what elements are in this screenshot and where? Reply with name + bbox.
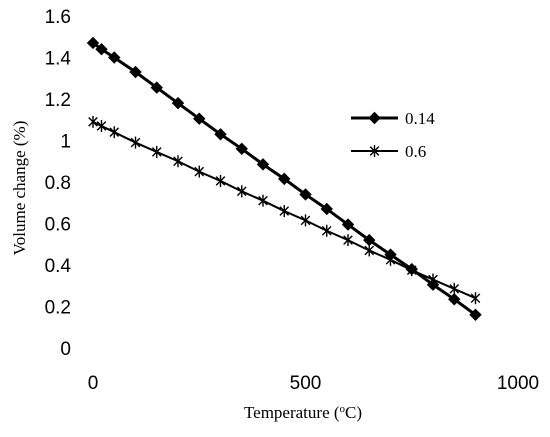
data-point — [129, 65, 142, 79]
data-point — [193, 112, 206, 125]
data-point — [258, 194, 268, 207]
data-point — [470, 292, 481, 305]
y-axis-title: Volume change (%) — [10, 121, 29, 256]
data-point — [150, 81, 163, 94]
series-layer — [86, 36, 482, 322]
legend-label: 0.14 — [405, 109, 435, 128]
data-point — [428, 273, 438, 286]
data-point — [214, 128, 227, 141]
data-point — [236, 185, 247, 198]
x-axis-title: Temperature (oC) — [244, 403, 362, 422]
data-point — [256, 158, 270, 171]
data-point — [130, 136, 141, 149]
data-point — [88, 115, 98, 128]
y-tick-label: 1.4 — [45, 49, 72, 70]
data-point — [194, 165, 205, 178]
data-point — [151, 145, 162, 158]
y-axis-tick-labels: 0 0.2 0.4 0.6 0.8 1 1.2 1.4 1.6 — [45, 7, 72, 360]
data-point — [86, 36, 100, 50]
data-point — [235, 142, 248, 156]
data-point — [300, 214, 311, 227]
y-tick-label: 0.6 — [45, 215, 71, 236]
data-point — [449, 282, 460, 295]
data-point — [299, 188, 312, 201]
y-tick-label: 0.2 — [45, 298, 71, 319]
data-point — [96, 119, 107, 132]
x-axis-tick-labels: 0 500 1000 — [88, 373, 539, 394]
data-point — [171, 96, 185, 110]
data-point — [108, 51, 121, 64]
legend-label: 0.6 — [405, 142, 426, 161]
data-point — [343, 234, 353, 247]
legend-item: 0.6 — [351, 142, 426, 161]
data-point — [173, 155, 183, 168]
series-0-6 — [88, 115, 481, 305]
legend-marker — [369, 145, 380, 157]
y-tick-label: 1.6 — [45, 7, 71, 28]
y-tick-label: 1 — [60, 132, 71, 153]
legend: 0.14 0.6 — [351, 109, 435, 161]
data-point — [406, 264, 417, 277]
legend-item: 0.14 — [351, 109, 435, 128]
data-point — [321, 224, 332, 237]
legend-marker — [368, 111, 381, 125]
data-point — [95, 42, 108, 56]
y-tick-label: 0.8 — [45, 173, 71, 194]
data-point — [341, 218, 355, 231]
y-tick-label: 0.4 — [45, 256, 72, 277]
x-tick-label: 500 — [290, 373, 322, 394]
series-line — [92, 120, 476, 300]
x-tick-label: 1000 — [497, 373, 539, 394]
data-point — [448, 293, 461, 306]
y-tick-label: 1.2 — [45, 90, 71, 111]
data-point — [469, 308, 482, 322]
data-point — [320, 202, 333, 216]
data-point — [385, 253, 396, 266]
y-tick-label: 0 — [60, 339, 71, 360]
x-tick-label: 0 — [88, 373, 99, 394]
data-point — [364, 244, 375, 257]
data-point — [279, 205, 290, 218]
data-point — [109, 126, 120, 139]
data-point — [215, 174, 226, 187]
data-point — [278, 172, 291, 186]
